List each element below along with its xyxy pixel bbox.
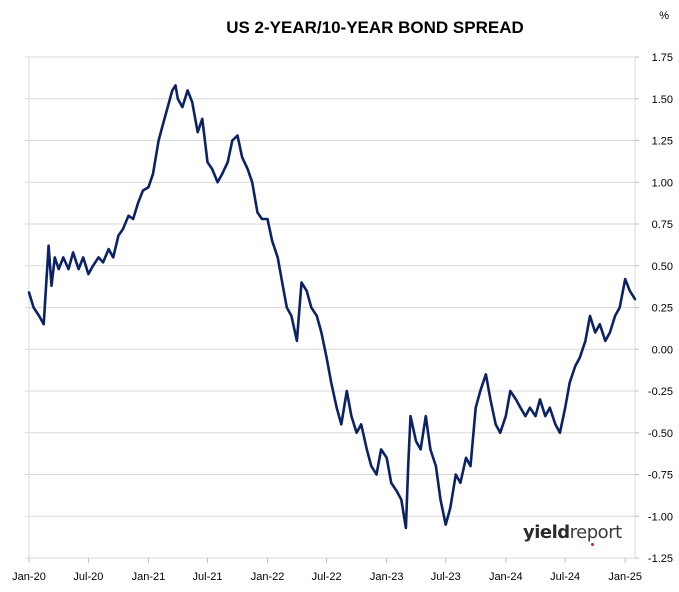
x-tick-label: Jul-21	[193, 571, 223, 583]
x-tick-label: Jul-24	[550, 571, 580, 583]
y-tick-label: 1.50	[652, 94, 673, 106]
unit-label: %	[659, 10, 669, 22]
y-tick-label: -0.25	[648, 386, 673, 398]
y-tick-label: -1.00	[648, 511, 673, 523]
y-tick-label: -1.25	[648, 553, 673, 565]
logo-light-text: report	[569, 522, 622, 543]
y-tick-label: 0.25	[652, 303, 673, 315]
grid-layer	[29, 56, 635, 559]
y-tick-label: 1.75	[652, 52, 673, 64]
y-tick-label: 1.00	[652, 177, 673, 189]
x-tick-label: Jan-24	[489, 571, 523, 583]
chart-title: US 2-YEAR/10-YEAR BOND SPREAD	[226, 18, 524, 37]
y-tick-label: 0.00	[652, 344, 673, 356]
yieldreport-logo: yieldreport	[523, 522, 622, 543]
x-tick-label: Jan-25	[608, 571, 642, 583]
series-line-spread	[27, 84, 637, 530]
y-tick-label: -0.75	[648, 470, 673, 482]
x-tick-label: Jan-22	[251, 571, 285, 583]
x-tick-label: Jan-20	[12, 571, 46, 583]
x-tick-label: Jan-23	[370, 571, 404, 583]
x-tick-label: Jul-20	[73, 571, 103, 583]
y-tick-label: 1.25	[652, 136, 673, 148]
y-tick-label: -0.50	[648, 428, 673, 440]
axis-layer: 1.75 1.50 1.25 1.00 0.75 0.50 0.25 0.00 -0.25 -0.…	[12, 52, 673, 583]
x-tick-label: Jan-21	[132, 571, 166, 583]
logo-bold-text: yield	[523, 522, 570, 543]
x-tick-label: Jul-22	[312, 571, 342, 583]
y-tick-label: 0.50	[652, 261, 673, 273]
series-layer	[27, 84, 637, 530]
x-tick-label: Jul-23	[431, 571, 461, 583]
logo-dot	[591, 543, 594, 546]
y-tick-label: 0.75	[652, 219, 673, 231]
